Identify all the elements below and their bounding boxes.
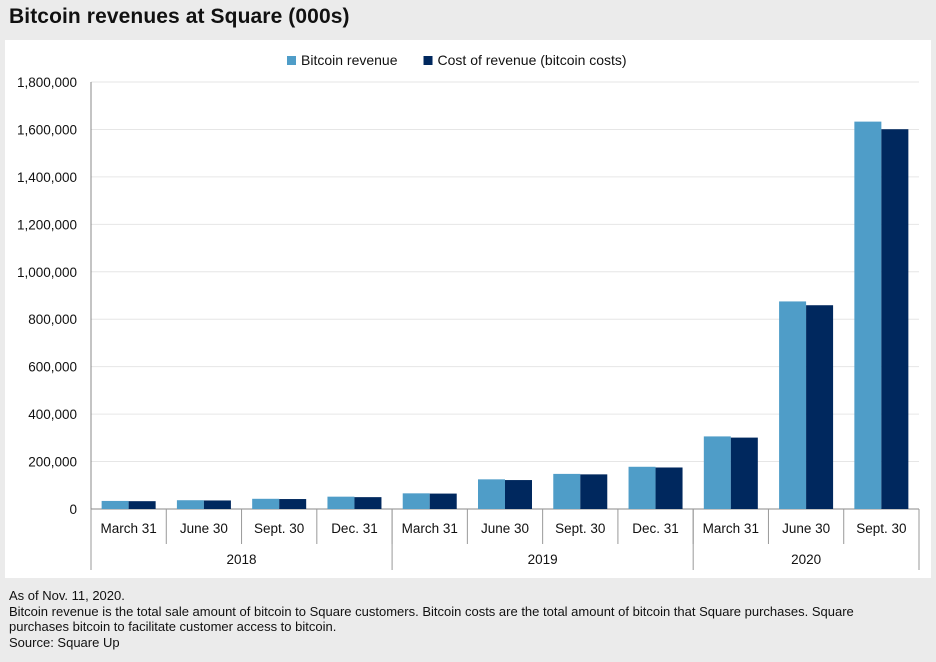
x-tick-label: Sept. 30 bbox=[856, 521, 906, 536]
x-tick-label: March 31 bbox=[703, 521, 759, 536]
bitcoin-revenue-bar bbox=[176, 500, 204, 509]
x-tick-label: March 31 bbox=[100, 521, 156, 536]
bitcoin-revenue-bar bbox=[779, 301, 807, 509]
bitcoin-revenue-bar bbox=[854, 121, 882, 509]
x-tick-label: June 30 bbox=[180, 521, 228, 536]
x-tick-label: June 30 bbox=[481, 521, 529, 536]
cost-of-revenue-bar bbox=[655, 467, 683, 509]
legend-swatch-bitcoin-revenue bbox=[287, 56, 296, 65]
cost-of-revenue-bar bbox=[128, 501, 156, 509]
y-tick-label: 1,000,000 bbox=[17, 265, 77, 280]
y-tick-label: 600,000 bbox=[28, 360, 77, 375]
bar-chart: 0 200,000 400,000 600,000 800,000 1,000,000 1,… bbox=[17, 52, 920, 570]
bitcoin-revenue-bar bbox=[327, 496, 355, 509]
legend-label-bitcoin-revenue: Bitcoin revenue bbox=[301, 52, 398, 68]
x-tick-label: Sept. 30 bbox=[254, 521, 304, 536]
x-tick-label: June 30 bbox=[782, 521, 830, 536]
bitcoin-revenue-bar bbox=[402, 493, 430, 509]
y-tick-label: 1,600,000 bbox=[17, 122, 77, 137]
y-tick-label: 1,200,000 bbox=[17, 217, 77, 232]
cost-of-revenue-bar bbox=[580, 474, 608, 509]
chart-notes: As of Nov. 11, 2020. Bitcoin revenue is … bbox=[9, 588, 909, 650]
cost-of-revenue-bar bbox=[354, 497, 382, 509]
y-tick-label: 0 bbox=[69, 502, 77, 517]
bitcoin-revenue-bar bbox=[478, 479, 505, 509]
cost-of-revenue-bar bbox=[429, 493, 457, 509]
x-tick-label: Dec. 31 bbox=[331, 521, 378, 536]
cost-of-revenue-bar bbox=[806, 305, 834, 509]
legend-swatch-cost-of-revenue bbox=[423, 56, 433, 65]
group-label: 2018 bbox=[227, 552, 257, 567]
cost-of-revenue-bar bbox=[505, 480, 532, 509]
chart-title: Bitcoin revenues at Square (000s) bbox=[9, 5, 350, 28]
bitcoin-revenue-bar bbox=[252, 498, 280, 509]
y-tick-label: 800,000 bbox=[28, 312, 77, 327]
y-tick-label: 400,000 bbox=[28, 407, 77, 422]
chart-panel: 0 200,000 400,000 600,000 800,000 1,000,000 1,… bbox=[5, 40, 931, 578]
x-tick-label: Dec. 31 bbox=[632, 521, 679, 536]
bitcoin-revenue-bar bbox=[628, 466, 656, 509]
bitcoin-revenue-bar bbox=[703, 436, 731, 509]
x-tick-label: Sept. 30 bbox=[555, 521, 605, 536]
source-note: Source: Square Up bbox=[9, 634, 120, 650]
bitcoin-revenue-bar bbox=[553, 473, 581, 509]
cost-of-revenue-bar bbox=[203, 500, 231, 509]
bitcoin-revenue-bar bbox=[101, 500, 129, 509]
definition-note: Bitcoin revenue is the total sale amount… bbox=[9, 603, 854, 635]
group-label: 2020 bbox=[791, 552, 821, 567]
y-tick-label: 1,800,000 bbox=[17, 75, 77, 90]
legend-label-cost-of-revenue: Cost of revenue (bitcoin costs) bbox=[438, 52, 627, 68]
y-tick-label: 1,400,000 bbox=[17, 170, 77, 185]
as-of-note: As of Nov. 11, 2020. bbox=[9, 588, 125, 603]
y-tick-label: 200,000 bbox=[28, 455, 77, 470]
group-label: 2019 bbox=[528, 552, 558, 567]
cost-of-revenue-bar bbox=[730, 437, 758, 509]
cost-of-revenue-bar bbox=[279, 499, 307, 509]
cost-of-revenue-bar bbox=[881, 129, 909, 509]
x-tick-label: March 31 bbox=[402, 521, 458, 536]
